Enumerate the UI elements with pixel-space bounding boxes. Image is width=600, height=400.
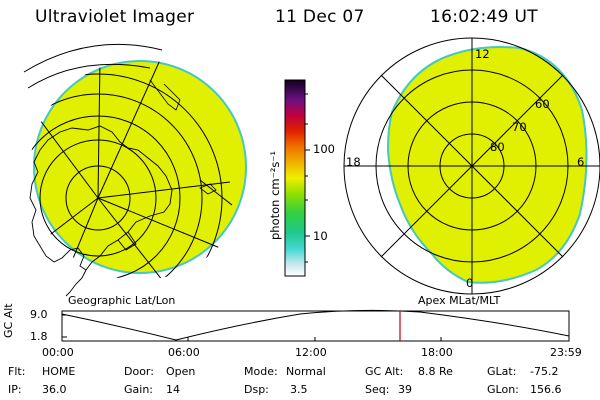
altitude-curve [61, 309, 570, 341]
apex-emission-region [386, 46, 588, 284]
colorbar-gradient [284, 79, 306, 277]
gain-value: 14 [166, 383, 180, 396]
flt-label: Flt: [8, 365, 26, 378]
mlt-label-18: 18 [346, 155, 361, 169]
geo-panel-label: Geographic Lat/Lon [68, 294, 176, 307]
mlt-label-12: 12 [475, 47, 490, 61]
door-label: Door: [124, 365, 154, 378]
geo-meridian [97, 60, 161, 199]
colorbar-unit-label: photon cm⁻²s⁻¹ [268, 151, 282, 240]
ross-ice-shelf [117, 231, 137, 251]
glat-value: -75.2 [530, 365, 559, 378]
geo-lat-circle [39, 139, 157, 257]
flt-value: HOME [42, 365, 76, 378]
seq-label: Seq: [365, 383, 390, 396]
mlat-label-70: 70 [512, 120, 527, 134]
geo-grid-outer-arc [23, 43, 163, 73]
altitude-ytick-9: 9.0 [30, 308, 48, 321]
altitude-xtick-0600: 06:00 [168, 346, 200, 359]
altitude-xtick-1200: 12:00 [295, 346, 327, 359]
colorbar-tick-100: 100 [313, 142, 335, 156]
geo-emission-disk [33, 60, 247, 274]
ip-label: IP: [8, 383, 22, 396]
altitude-plot [61, 309, 570, 342]
altitude-xtick-0000: 00:00 [42, 346, 74, 359]
gcalt-label: GC Alt: [365, 365, 404, 378]
gcalt-value: 8.8 Re [418, 365, 453, 378]
glon-value: 156.6 [530, 383, 562, 396]
geo-lat-circle [30, 73, 223, 280]
geo-grid-outer-arc [199, 179, 233, 206]
southern-coast [149, 79, 181, 111]
glat-label: GLat: [487, 365, 517, 378]
antarctica-coastline [29, 125, 173, 271]
ip-value: 36.0 [42, 383, 67, 396]
mlt-label-0: 0 [466, 276, 474, 290]
mlt-label-6: 6 [577, 155, 585, 169]
altitude-plot-frame [61, 310, 570, 342]
altitude-xtick-1800: 18:00 [421, 346, 453, 359]
intensity-colorbar [284, 79, 310, 277]
geo-meridian [97, 197, 171, 280]
mode-label: Mode: [244, 365, 278, 378]
geo-grid-outer-arc [27, 63, 151, 89]
dsp-label: Dsp: [244, 383, 269, 396]
glon-label: GLon: [487, 383, 519, 396]
altitude-xtick-2359: 23:59 [550, 346, 582, 359]
apex-panel-label: Apex MLat/MLT [418, 294, 501, 307]
altitude-ylabel: GC Alt [2, 303, 15, 338]
mlat-label-80: 80 [490, 140, 505, 154]
date-label: 11 Dec 07 [275, 7, 365, 27]
geo-meridian [97, 197, 226, 251]
altitude-ytick-1.8: 1.8 [30, 330, 48, 343]
seq-value: 39 [398, 383, 412, 396]
mode-value: Normal [286, 365, 326, 378]
geo-meridian [39, 119, 99, 199]
coast-detail [199, 183, 217, 195]
colorbar-tick-10: 10 [313, 229, 328, 243]
dsp-value: 3.5 [290, 383, 308, 396]
antarctic-peninsula [65, 269, 87, 297]
geo-lat-circle [30, 115, 181, 280]
geographic-map [23, 43, 247, 297]
door-value: Open [166, 365, 196, 378]
geo-lat-circle [30, 93, 203, 280]
mlat-label-60: 60 [535, 97, 550, 111]
gain-label: Gain: [124, 383, 153, 396]
geo-meridian [97, 60, 101, 199]
apex-mlt-diagonal [380, 74, 564, 258]
time-label: 16:02:49 UT [430, 7, 538, 27]
instrument-title: Ultraviolet Imager [35, 7, 195, 27]
apex-polar-plot [343, 37, 600, 295]
